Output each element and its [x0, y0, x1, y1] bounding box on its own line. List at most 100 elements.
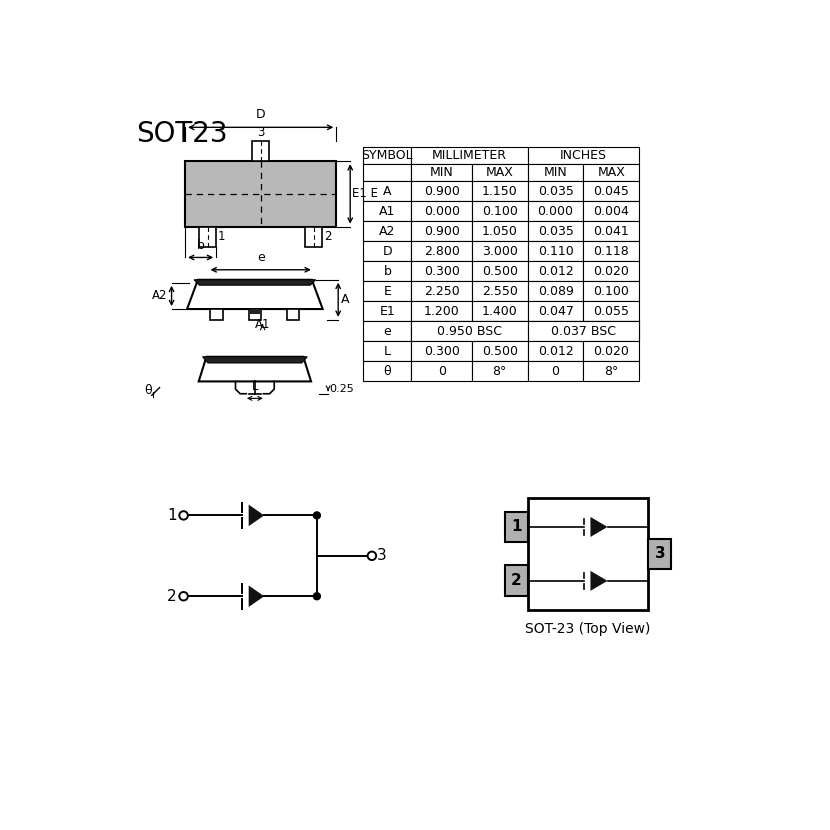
- Bar: [583, 181, 639, 201]
- Circle shape: [314, 512, 320, 519]
- Bar: [199, 227, 216, 247]
- Text: L: L: [251, 380, 258, 393]
- Bar: [528, 242, 583, 261]
- Bar: [472, 321, 528, 341]
- Text: 0.041: 0.041: [593, 225, 629, 237]
- Text: 0.100: 0.100: [593, 285, 629, 298]
- Bar: [505, 511, 528, 542]
- Text: 2: 2: [167, 588, 177, 603]
- Bar: [412, 321, 528, 341]
- Bar: [528, 148, 639, 164]
- Bar: [364, 201, 412, 222]
- Text: 0.047: 0.047: [538, 305, 574, 318]
- Text: 1.150: 1.150: [482, 185, 518, 198]
- Text: 0.000: 0.000: [538, 205, 574, 217]
- Text: e: e: [383, 325, 391, 338]
- Bar: [287, 309, 300, 320]
- Text: θ: θ: [144, 384, 152, 398]
- Bar: [210, 309, 222, 320]
- Bar: [472, 164, 528, 181]
- Bar: [305, 227, 322, 247]
- Text: 0.25: 0.25: [330, 384, 354, 394]
- Text: A2: A2: [379, 225, 396, 237]
- Bar: [472, 181, 528, 201]
- Polygon shape: [187, 280, 323, 309]
- Text: A: A: [383, 185, 392, 198]
- Bar: [583, 341, 639, 361]
- Text: θ: θ: [383, 365, 391, 378]
- Text: 0.012: 0.012: [538, 345, 574, 358]
- Text: A1: A1: [255, 318, 271, 330]
- Text: 2.800: 2.800: [423, 245, 460, 258]
- Text: 3.000: 3.000: [482, 245, 518, 258]
- Bar: [528, 321, 639, 341]
- Polygon shape: [590, 517, 608, 537]
- Text: b: b: [197, 239, 204, 252]
- Text: 0.118: 0.118: [593, 245, 629, 258]
- Polygon shape: [249, 505, 264, 526]
- Text: 0.012: 0.012: [538, 265, 574, 278]
- Bar: [412, 301, 472, 321]
- Circle shape: [314, 593, 320, 600]
- Bar: [364, 341, 412, 361]
- Text: 8°: 8°: [492, 365, 507, 378]
- Text: 0.020: 0.020: [593, 345, 629, 358]
- Text: 8°: 8°: [604, 365, 618, 378]
- Text: 1: 1: [167, 508, 177, 523]
- Text: 0.950 BSC: 0.950 BSC: [437, 325, 502, 338]
- Text: 0.500: 0.500: [481, 345, 518, 358]
- Text: 0.900: 0.900: [423, 225, 460, 237]
- Text: 1.400: 1.400: [482, 305, 518, 318]
- Bar: [412, 281, 472, 301]
- Text: SOT-23 (Top View): SOT-23 (Top View): [525, 622, 651, 636]
- Text: 0.100: 0.100: [482, 205, 518, 217]
- Circle shape: [179, 511, 188, 520]
- Text: 1.050: 1.050: [482, 225, 518, 237]
- Bar: [472, 281, 528, 301]
- Text: MIN: MIN: [544, 166, 568, 179]
- Bar: [583, 261, 639, 281]
- Bar: [412, 201, 472, 222]
- Polygon shape: [590, 571, 608, 591]
- Bar: [249, 309, 261, 320]
- Text: 3: 3: [257, 126, 265, 139]
- Text: 0.045: 0.045: [593, 185, 629, 198]
- Text: b: b: [383, 265, 391, 278]
- Text: 0.020: 0.020: [593, 265, 629, 278]
- Bar: [364, 148, 412, 164]
- Bar: [364, 242, 412, 261]
- Text: L: L: [384, 345, 391, 358]
- Text: A2: A2: [152, 290, 168, 302]
- Bar: [364, 181, 412, 201]
- Bar: [364, 281, 412, 301]
- Bar: [583, 301, 639, 321]
- Text: 0.035: 0.035: [538, 225, 574, 237]
- Bar: [412, 341, 472, 361]
- Bar: [583, 321, 639, 341]
- Bar: [364, 261, 412, 281]
- Bar: [364, 301, 412, 321]
- Bar: [583, 222, 639, 242]
- Text: 0.055: 0.055: [593, 305, 629, 318]
- Bar: [528, 222, 583, 242]
- Circle shape: [179, 592, 188, 600]
- Bar: [583, 361, 639, 382]
- Text: 2: 2: [324, 230, 331, 243]
- Bar: [583, 201, 639, 222]
- Text: E: E: [383, 285, 391, 298]
- Bar: [412, 261, 472, 281]
- Bar: [528, 341, 583, 361]
- Bar: [472, 301, 528, 321]
- Text: 2.550: 2.550: [482, 285, 518, 298]
- Text: 0.035: 0.035: [538, 185, 574, 198]
- Bar: [583, 281, 639, 301]
- Text: 0.500: 0.500: [481, 265, 518, 278]
- Bar: [528, 281, 583, 301]
- Polygon shape: [203, 357, 307, 363]
- Text: 3: 3: [655, 546, 665, 561]
- Bar: [364, 321, 412, 341]
- Bar: [364, 164, 412, 181]
- Text: 2: 2: [511, 574, 522, 588]
- Text: 1.200: 1.200: [424, 305, 460, 318]
- Bar: [252, 141, 269, 161]
